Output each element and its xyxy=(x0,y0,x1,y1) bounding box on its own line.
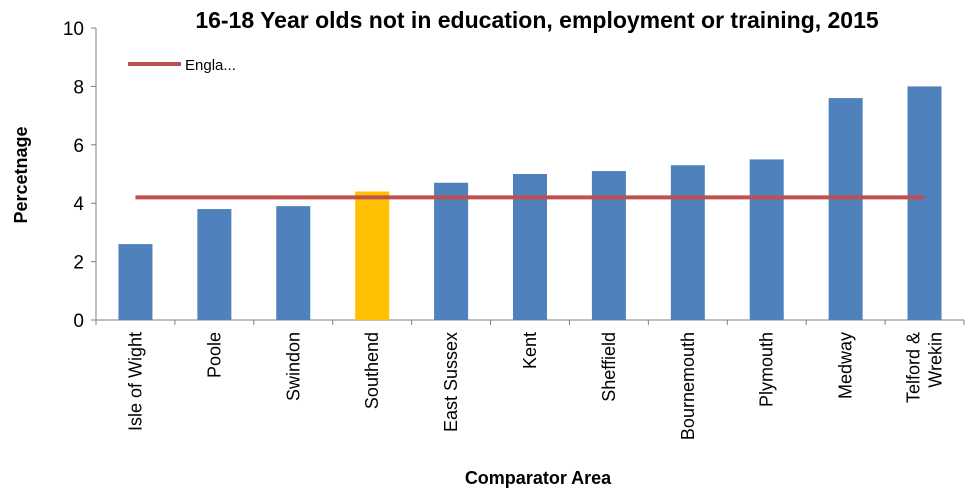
category-label: Medway xyxy=(836,332,856,399)
category-label-line: Kent xyxy=(520,332,540,369)
bar xyxy=(276,206,311,320)
legend: Engla... xyxy=(128,57,236,74)
y-tick-label: 4 xyxy=(73,194,84,215)
bar xyxy=(591,171,626,320)
y-axis: 0 2 4 6 8 10 xyxy=(63,19,97,332)
category-label-line: East Sussex xyxy=(441,332,461,432)
category-label-line: Telford & xyxy=(904,332,924,403)
category-label: Bournemouth xyxy=(678,332,698,440)
y-tick-label: 2 xyxy=(73,253,84,274)
bar xyxy=(355,191,390,320)
category-label-line: Isle of Wight xyxy=(125,332,145,431)
category-label: Sheffield xyxy=(599,332,619,402)
category-label: Plymouth xyxy=(757,332,777,407)
category-label-line: Southend xyxy=(362,332,382,409)
bar xyxy=(670,165,705,320)
x-axis-title: Comparator Area xyxy=(465,468,612,488)
category-label: Poole xyxy=(204,332,224,378)
category-label: East Sussex xyxy=(441,332,461,432)
legend-label-england: Engla... xyxy=(185,57,236,74)
category-label-line: Wrekin xyxy=(926,332,946,388)
bar xyxy=(749,159,784,320)
y-tick-label: 10 xyxy=(63,19,84,40)
category-label-line: Medway xyxy=(836,332,856,399)
y-axis-title: Percetnage xyxy=(11,126,31,223)
bar xyxy=(118,244,153,320)
bar xyxy=(197,209,232,320)
bar xyxy=(434,182,469,320)
category-label-line: Bournemouth xyxy=(678,332,698,440)
category-label: Southend xyxy=(362,332,382,409)
y-tick-label: 8 xyxy=(73,77,84,98)
category-label: Kent xyxy=(520,332,540,369)
bars xyxy=(118,86,942,321)
category-label-line: Sheffield xyxy=(599,332,619,402)
category-labels: Isle of Wight Poole Swindon Southend East Su… xyxy=(125,332,945,440)
category-label-line: Plymouth xyxy=(757,332,777,407)
category-label-line: Swindon xyxy=(283,332,303,401)
y-tick-label: 6 xyxy=(73,136,84,157)
category-label-line: Poole xyxy=(204,332,224,378)
x-axis xyxy=(95,319,965,325)
bar xyxy=(907,86,942,321)
y-tick-label: 0 xyxy=(73,311,84,332)
category-label: Telford & Wrekin xyxy=(904,332,946,403)
chart-title: 16-18 Year olds not in education, employ… xyxy=(195,7,879,33)
bar xyxy=(828,98,863,320)
category-label: Swindon xyxy=(283,332,303,401)
category-label: Isle of Wight xyxy=(125,332,145,431)
